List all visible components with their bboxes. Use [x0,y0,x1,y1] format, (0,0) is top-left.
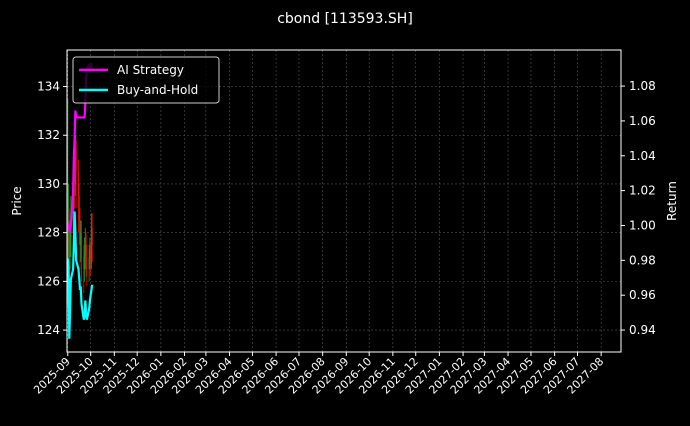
y2-tick-label: 1.00 [629,218,656,232]
plot-frame [66,49,622,353]
y2-tick-label: 0.96 [629,288,656,302]
y-tick-label: 130 [37,177,60,191]
candle-body [90,249,92,262]
candle-body [74,147,76,184]
y2-tick-label: 1.06 [629,114,656,128]
y2-tick-label: 1.02 [629,184,656,198]
y2-tick-label: 1.08 [629,79,656,93]
candle-body [84,252,86,270]
legend-label-ai-strategy: AI Strategy [117,63,184,77]
candle-body [78,196,80,221]
y-tick-label: 126 [37,274,60,288]
candle-body [67,244,69,270]
candle-body [88,257,90,270]
candle-body [90,227,92,262]
series-lines [66,62,94,339]
chart-title: cbond [113593.SH] [277,11,413,27]
y-axis-left: 124 126 128 130 132 134 [37,80,67,337]
candle-body [84,237,86,253]
y-tick-label: 124 [37,323,60,337]
y-tick-label: 128 [37,226,60,240]
candle-body [69,237,71,258]
candle-body [85,237,87,258]
candle-body [68,220,70,245]
legend: AI Strategy Buy-and-Hold [72,56,220,104]
y2-tick-label: 0.98 [629,253,656,267]
y-axis-label: Price [10,186,24,215]
candle-body [91,227,93,245]
candle-body [83,257,85,270]
series-line-buy-and-hold [66,211,94,339]
legend-box [72,56,220,104]
y-tick-label: 134 [37,80,60,94]
y-tick-label: 132 [37,128,60,142]
candle-body [74,159,76,184]
y-axis-right: 0.94 0.96 0.98 1.00 1.02 1.04 1.06 1.08 [621,79,656,337]
candle-body [89,249,91,258]
legend-label-buy-and-hold: Buy-and-Hold [117,83,198,97]
candle-body [80,232,82,245]
y2-tick-label: 1.04 [629,149,656,163]
candle-body [86,257,88,270]
candle-body [68,220,70,258]
candle-body [80,232,82,258]
x-axis: 2025-092025-102025-112025-122026-012026-… [31,352,606,397]
candle-body [79,220,81,245]
candle-body [75,147,77,172]
candle-body [77,171,79,197]
y2-axis-label: Return [665,181,679,221]
y2-tick-label: 0.94 [629,323,656,337]
